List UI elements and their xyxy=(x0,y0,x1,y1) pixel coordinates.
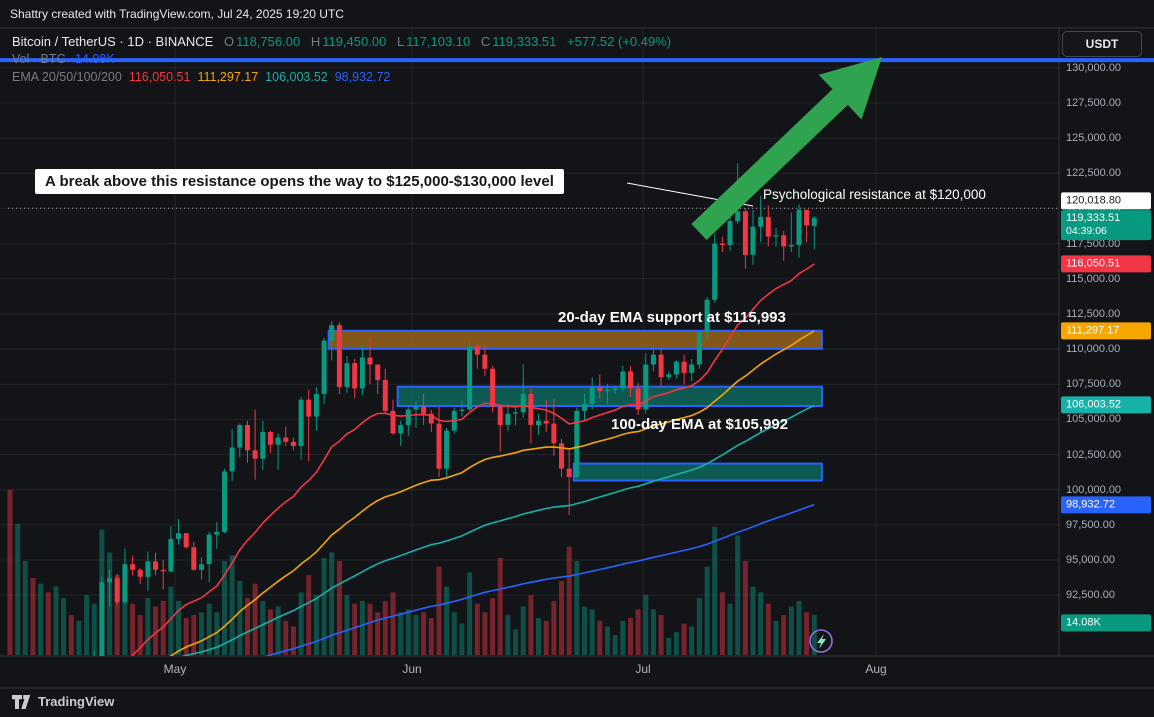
ema-indicator-label[interactable]: EMA 20/50/100/200 xyxy=(12,70,122,84)
y-axis-tick: 92,500.00 xyxy=(1066,589,1115,602)
zone-106k-107k[interactable] xyxy=(396,385,823,408)
volume-indicator-value: 14.08K xyxy=(74,52,115,66)
ema-legend-value: 116,050.51 xyxy=(128,70,191,84)
y-axis-tick: 102,500.00 xyxy=(1066,448,1122,461)
low-label: L xyxy=(396,34,405,49)
ema-legend-value: 111,297.17 xyxy=(197,70,259,84)
y-axis-tick: 97,500.00 xyxy=(1066,518,1115,531)
y-axis-tick: 115,000.00 xyxy=(1066,272,1121,285)
ema-legend-value: 98,932.72 xyxy=(334,70,391,84)
time-axis-month-may: May xyxy=(163,662,187,676)
ema100-note[interactable]: 100-day EMA at $105,992 xyxy=(611,416,789,433)
currency-toggle-label: USDT xyxy=(1085,37,1119,51)
close-value: 119,333.51 xyxy=(492,34,557,49)
y-axis-tick: 130,000.00 xyxy=(1066,61,1122,74)
resistance-line-price-label: 120,018.80 xyxy=(1061,192,1151,210)
close-label: C xyxy=(480,34,491,49)
zone-110k-111k[interactable] xyxy=(327,329,823,350)
ema-row: EMA 20/50/100/200 116,050.51 111,297.17 106… xyxy=(12,70,671,88)
breakout-arrow[interactable] xyxy=(691,57,882,240)
time-axis-month-jul: Jul xyxy=(635,662,651,676)
y-axis-tick: 110,000.00 xyxy=(1066,343,1121,356)
ema200-price-label: 98,932.72 xyxy=(1061,496,1151,514)
volume-indicator-label[interactable]: Vol · BTC xyxy=(12,52,66,66)
psych-resistance-note[interactable]: Psychological resistance at $120,000 xyxy=(763,187,986,202)
ema-200-line[interactable] xyxy=(10,503,815,690)
currency-toggle-button[interactable]: USDT xyxy=(1062,31,1142,57)
resistance-breakout-note[interactable]: A break above this resistance opens the … xyxy=(35,169,564,194)
y-axis-tick: 95,000.00 xyxy=(1066,553,1115,566)
ema20-price-label: 116,050.51 xyxy=(1061,255,1151,273)
open-label: O xyxy=(223,34,235,49)
ema-values: 116,050.51 111,297.17 106,003.52 98,932.72 xyxy=(122,70,391,84)
price-axis[interactable]: 130,000.00 127,500.00 125,000.00 122,500.00… xyxy=(1059,28,1154,656)
y-axis-tick: 122,500.00 xyxy=(1066,167,1122,180)
low-value: 117,103.10 xyxy=(406,34,471,49)
ema-20-line[interactable] xyxy=(10,263,815,717)
high-value: 119,450.00 xyxy=(322,34,387,49)
attribution-bar: Shattry created with TradingView.com, Ju… xyxy=(0,0,1154,28)
y-axis-tick: 127,500.00 xyxy=(1066,97,1122,109)
tradingview-footer[interactable]: TradingView xyxy=(12,694,114,709)
time-axis[interactable]: May Jun Jul Aug xyxy=(0,656,1154,688)
tradingview-brand-text: TradingView xyxy=(38,694,115,709)
symbol-title[interactable]: Bitcoin / TetherUS · 1D · BINANCE xyxy=(12,34,214,49)
ema-100-line[interactable] xyxy=(10,404,815,680)
open-value: 118,756.00 xyxy=(236,34,301,49)
y-axis-tick: 117,500.00 xyxy=(1066,237,1121,250)
y-axis-tick: 100,000.00 xyxy=(1066,483,1122,496)
last-price-countdown-label: 119,333.51 04:39:06 xyxy=(1061,209,1151,240)
ema-50-line[interactable] xyxy=(10,330,815,701)
volume-price-label: 14.08K xyxy=(1061,614,1151,632)
y-axis-tick: 112,500.00 xyxy=(1066,307,1121,320)
ema-legend-value: 106,003.52 xyxy=(265,70,328,84)
ema50-price-label: 111,297.17 xyxy=(1061,322,1151,340)
time-axis-month-jun: Jun xyxy=(402,662,422,676)
ema20-support-note[interactable]: 20-day EMA support at $115,993 xyxy=(558,309,786,326)
change-value: +577.52 (+0.49%) xyxy=(567,34,672,49)
time-axis-month-aug: Aug xyxy=(865,662,887,676)
tradingview-logo-icon xyxy=(12,694,31,709)
chart-legend: Bitcoin / TetherUS · 1D · BINANCE O 118,7… xyxy=(12,34,671,88)
volume-row: Vol · BTC 14.08K xyxy=(12,52,671,70)
y-axis-tick: 107,500.00 xyxy=(1066,378,1122,391)
high-label: H xyxy=(310,34,321,49)
ema100-price-label: 106,003.52 xyxy=(1061,396,1151,414)
boost-lightning-icon[interactable] xyxy=(809,629,833,653)
attribution-text: Shattry created with TradingView.com, Ju… xyxy=(10,7,344,21)
symbol-row: Bitcoin / TetherUS · 1D · BINANCE O 118,7… xyxy=(12,34,671,52)
zone-101k-102k[interactable] xyxy=(572,462,823,482)
y-axis-tick: 125,000.00 xyxy=(1066,132,1122,145)
y-axis-tick: 105,000.00 xyxy=(1066,413,1122,426)
